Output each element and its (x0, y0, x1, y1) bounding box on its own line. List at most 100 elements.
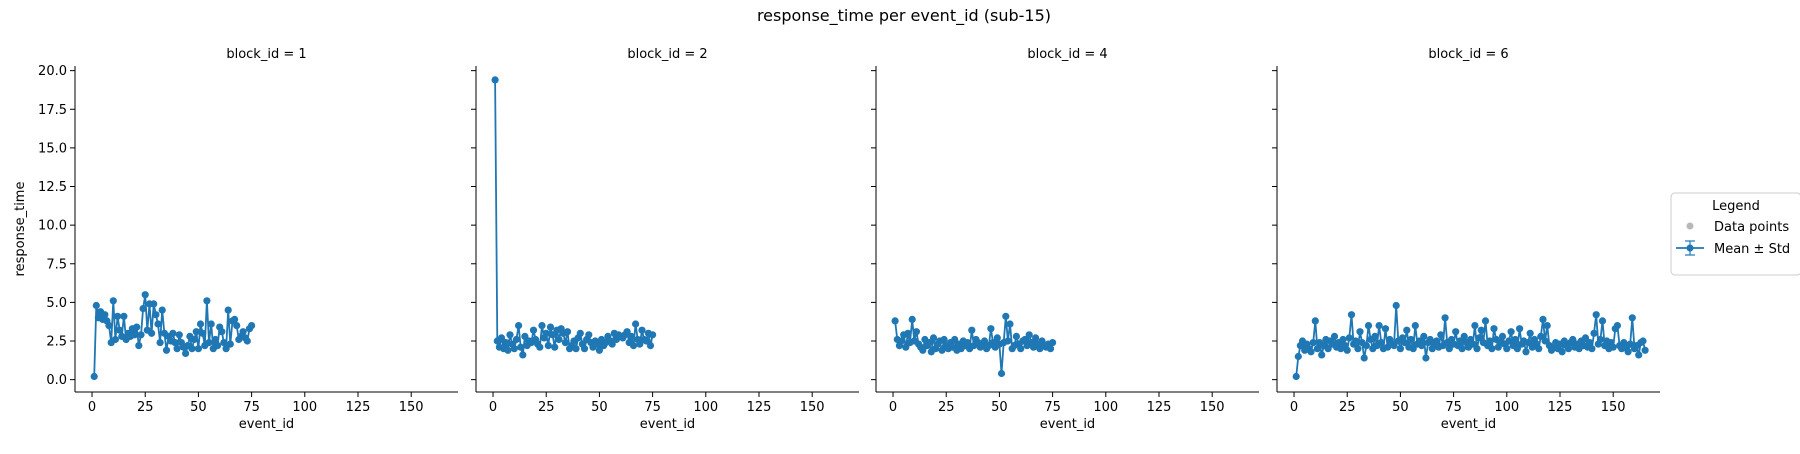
data-point (1445, 345, 1453, 353)
data-point (190, 335, 198, 344)
data-point (1292, 372, 1300, 381)
data-point (120, 312, 128, 320)
x-tick-label: 100 (693, 400, 718, 415)
panel-title: block_id = 1 (226, 47, 306, 62)
data-point (1609, 343, 1617, 351)
data-point (576, 329, 584, 337)
y-tick-label: 15.0 (38, 141, 67, 156)
data-point (111, 335, 119, 344)
data-point (105, 322, 113, 330)
data-point (1324, 345, 1332, 353)
data-point (182, 349, 190, 357)
panel-2: block_id = 2 0 25 50 75 100 125 150 event_id (471, 47, 859, 432)
data-point (1626, 340, 1634, 348)
data-point (919, 346, 927, 354)
panel-4: block_id = 6 0 25 50 75 100 125 150 event_id (1272, 47, 1660, 432)
data-point (1311, 317, 1319, 325)
legend-mean-std-marker (1676, 240, 1704, 256)
x-tick-label: 75 (1044, 400, 1061, 415)
legend-frame (1670, 192, 1800, 276)
data-point (627, 332, 635, 340)
x-axis-label: event_id (640, 417, 695, 432)
legend-title: Legend (1712, 199, 1760, 214)
data-point (504, 346, 512, 354)
data-point (561, 339, 570, 347)
data-point (940, 335, 948, 344)
data-point (1592, 311, 1600, 319)
data-point (1641, 346, 1649, 354)
data-point (580, 345, 589, 353)
data-point (218, 328, 226, 336)
data-point (638, 326, 646, 334)
data-point (133, 323, 141, 331)
data-point (226, 340, 234, 348)
data-point (1639, 337, 1647, 345)
data-point (92, 301, 100, 310)
data-point (1396, 345, 1404, 353)
data-point (1401, 339, 1409, 347)
chart-panels: block_id = 1 0.0 2.5 5.0 7.5 10.0 12.5 15.0 17.5… (13, 47, 1660, 432)
data-point (1569, 335, 1577, 344)
data-point (1564, 345, 1573, 353)
data-point (502, 339, 510, 347)
data-point (1596, 335, 1604, 344)
data-point (1586, 339, 1594, 347)
data-point (912, 328, 921, 336)
y-tick-label: 5.0 (46, 296, 67, 311)
x-axis-label: event_id (1040, 417, 1095, 432)
x-tick-label: 50 (1392, 400, 1409, 415)
data-point (1613, 322, 1621, 330)
x-tick-label: 75 (243, 400, 260, 415)
data-point (207, 320, 215, 328)
data-point (997, 369, 1006, 378)
data-point (1558, 348, 1566, 356)
data-point (169, 329, 177, 337)
data-point (1441, 314, 1449, 322)
x-tick-label: 100 (1494, 400, 1519, 415)
data-point (1456, 337, 1464, 345)
data-point (214, 342, 222, 350)
x-tick-label: 150 (1601, 400, 1626, 415)
data-point (1481, 317, 1490, 325)
data-point (1469, 340, 1477, 348)
y-tick-label: 17.5 (38, 103, 67, 118)
x-tick-label: 150 (1200, 400, 1225, 415)
data-point (1006, 320, 1014, 328)
data-point (925, 339, 933, 347)
data-point (188, 345, 196, 353)
data-point (1375, 322, 1383, 330)
data-point (632, 320, 640, 328)
data-point (1330, 332, 1339, 340)
data-point (135, 342, 143, 350)
data-point (1313, 345, 1321, 353)
x-tick-label: 125 (1147, 400, 1172, 415)
data-point (90, 372, 98, 381)
data-point (114, 312, 122, 320)
data-point (1307, 348, 1315, 356)
y-tick-label: 20.0 (38, 64, 67, 79)
data-point (173, 345, 181, 353)
x-tick-label: 50 (991, 400, 1008, 415)
data-point (1390, 342, 1398, 350)
x-tick-label: 150 (800, 400, 825, 415)
x-tick-label: 100 (1093, 400, 1118, 415)
x-axis-label: event_id (1441, 417, 1496, 432)
data-point (1513, 345, 1521, 353)
data-point (506, 331, 514, 339)
data-point (1377, 339, 1385, 347)
data-point (521, 332, 529, 340)
data-point (595, 346, 604, 354)
data-point (1590, 329, 1598, 337)
data-point (1624, 348, 1632, 356)
data-point (608, 340, 616, 348)
data-point (491, 76, 499, 84)
data-point (563, 328, 572, 336)
data-point (1046, 345, 1055, 353)
panel-title: block_id = 2 (627, 47, 707, 62)
data-point (1418, 342, 1426, 350)
x-tick-label: 50 (591, 400, 608, 415)
data-point (1403, 326, 1411, 334)
x-tick-label: 25 (137, 400, 154, 415)
data-point (1433, 337, 1441, 345)
